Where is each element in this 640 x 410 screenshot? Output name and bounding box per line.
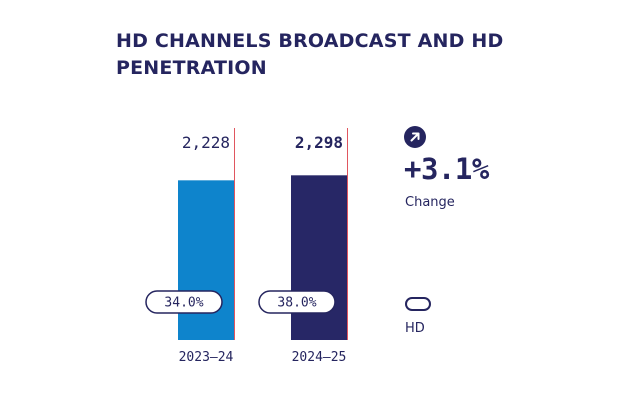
change-label: Change: [405, 195, 455, 210]
category-label-1: 2024–25: [292, 350, 347, 365]
bar-0: [178, 180, 234, 340]
legend-hd-label: HD: [405, 321, 425, 336]
category-label-0: 2023–24: [179, 350, 234, 365]
bar-1: [291, 175, 347, 340]
arrow-up-right-icon: [404, 126, 426, 152]
penetration-pill-0: [145, 290, 223, 314]
penetration-label-0: 34.0%: [164, 296, 203, 311]
change-value: +3.1%: [404, 152, 489, 186]
value-label-1: 2,298: [295, 133, 343, 152]
value-label-0: 2,228: [182, 133, 230, 152]
chart-title: HD CHANNELS BROADCAST AND HD PENETRATION: [116, 30, 504, 79]
penetration-label-1: 38.0%: [277, 296, 316, 311]
penetration-pill-1: [258, 290, 336, 314]
legend-hd-swatch: [405, 297, 431, 311]
